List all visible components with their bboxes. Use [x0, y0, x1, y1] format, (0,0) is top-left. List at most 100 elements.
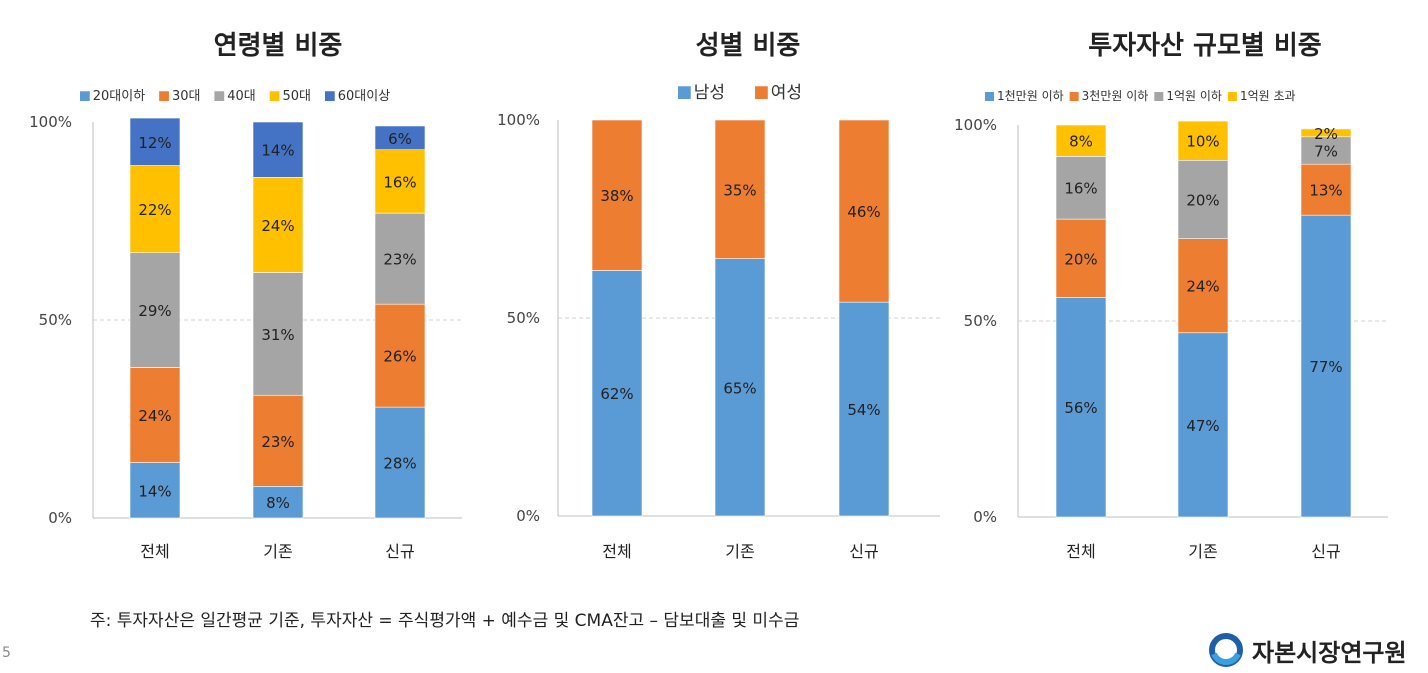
bar-segment: [1300, 214, 1352, 518]
bar-segment: [1300, 136, 1352, 165]
data-label: 26%: [383, 348, 416, 366]
data-label: 2%: [1314, 125, 1338, 143]
data-label: 38%: [600, 187, 633, 205]
bar-segment: [374, 149, 426, 214]
bar-segment: [374, 406, 426, 519]
data-label: 24%: [1186, 278, 1219, 296]
legend-label: 20대이하: [93, 89, 145, 104]
legend-label: 50대: [282, 89, 311, 104]
data-label: 23%: [383, 251, 416, 269]
legend-label: 여성: [771, 83, 802, 103]
y-tick-label: 100%: [497, 111, 540, 129]
bar-segment: [1055, 124, 1107, 157]
legend-swatch: [755, 86, 768, 99]
bar-segment: [714, 119, 766, 259]
data-label: 65%: [723, 379, 756, 397]
y-tick-label: 50%: [507, 309, 540, 327]
footnote: 주: 투자자산은 일간평균 기준, 투자자산 = 주식평가액 + 예수금 및 C…: [90, 611, 800, 631]
legend-label: 남성: [694, 83, 725, 103]
bar-segment: [374, 125, 426, 151]
legend-swatch: [80, 91, 90, 101]
data-label: 20%: [1064, 250, 1097, 268]
y-tick-label: 50%: [39, 311, 72, 329]
bar-segment: [129, 165, 181, 253]
x-tick-label: 기존: [725, 542, 754, 561]
bar-segment: [374, 303, 426, 408]
bar-segment: [591, 270, 643, 517]
legend-swatch: [269, 91, 280, 101]
data-label: 13%: [1309, 182, 1342, 200]
data-label: 8%: [266, 494, 290, 512]
bar-segment: [838, 119, 890, 303]
bar-segment: [129, 367, 181, 463]
data-label: 16%: [383, 173, 416, 191]
data-label: 7%: [1314, 142, 1338, 160]
bar-segment: [1177, 159, 1229, 239]
logo-icon: [1209, 633, 1243, 667]
legend-label: 1천만원 이하: [997, 88, 1064, 103]
data-label: 10%: [1186, 133, 1219, 151]
bar-segment: [252, 177, 304, 273]
logo-text: 자본시장연구원: [1252, 638, 1407, 667]
y-tick-label: 50%: [964, 312, 997, 330]
data-label: 22%: [138, 201, 171, 219]
legend-swatch: [1069, 92, 1079, 101]
legend-swatch: [678, 86, 691, 99]
x-tick-label: 신규: [849, 542, 878, 561]
data-label: 46%: [847, 203, 880, 221]
data-label: 24%: [261, 217, 294, 235]
legend-label: 3천만원 이하: [1082, 88, 1149, 103]
x-tick-label: 전체: [602, 542, 631, 561]
y-tick-label: 0%: [973, 508, 997, 526]
legend-label: 40대: [227, 89, 256, 104]
data-label: 28%: [383, 455, 416, 473]
bar-segment: [252, 394, 304, 487]
logo: 자본시장연구원: [1208, 630, 1407, 670]
data-label: 31%: [261, 326, 294, 344]
data-label: 62%: [600, 385, 633, 403]
y-tick-label: 100%: [954, 116, 997, 134]
bar-segment: [1055, 156, 1107, 220]
y-tick-label: 0%: [516, 507, 540, 525]
bar-segment: [1055, 218, 1107, 298]
legend-label: 30대: [172, 89, 201, 104]
data-label: 56%: [1064, 399, 1097, 417]
legend-swatch: [214, 91, 225, 101]
x-tick-label: 전체: [1066, 542, 1095, 561]
chart-title: 성별 비중: [696, 31, 801, 61]
x-tick-label: 신규: [1311, 542, 1340, 561]
data-label: 20%: [1186, 191, 1219, 209]
bar-segment: [1177, 120, 1229, 161]
legend-swatch: [1154, 92, 1164, 101]
bar-segment: [591, 119, 643, 271]
bar-segment: [1300, 128, 1352, 138]
data-label: 8%: [1069, 133, 1093, 151]
data-label: 14%: [261, 142, 294, 160]
bar-segment: [129, 252, 181, 368]
y-tick-label: 0%: [48, 509, 72, 527]
data-label: 35%: [723, 181, 756, 199]
chart-title: 연령별 비중: [214, 31, 343, 61]
bar-segment: [129, 117, 181, 166]
data-label: 54%: [847, 401, 880, 419]
data-label: 47%: [1186, 417, 1219, 435]
charts-canvas: 연령별 비중 20대이하 30대 40대 50대 60대이상 0% 50% 100% 14% 24%…: [29, 31, 1388, 561]
data-label: 29%: [138, 302, 171, 320]
bar-segment: [1055, 297, 1107, 518]
bar-segment: [252, 486, 304, 519]
data-label: 24%: [138, 407, 171, 425]
bar-segment: [838, 301, 890, 517]
x-tick-label: 신규: [385, 542, 414, 561]
bar-segment: [714, 258, 766, 517]
x-tick-label: 기존: [263, 542, 292, 561]
x-tick-label: 전체: [140, 542, 169, 561]
x-tick-label: 기존: [1188, 542, 1217, 561]
legend-label: 1억원 이하: [1166, 89, 1222, 103]
bar-segment: [252, 272, 304, 396]
bar-segment: [129, 462, 181, 519]
data-label: 12%: [138, 134, 171, 152]
data-label: 23%: [261, 433, 294, 451]
slide-number: 5: [2, 645, 11, 661]
legend-swatch: [1227, 92, 1237, 101]
data-label: 77%: [1309, 358, 1342, 376]
